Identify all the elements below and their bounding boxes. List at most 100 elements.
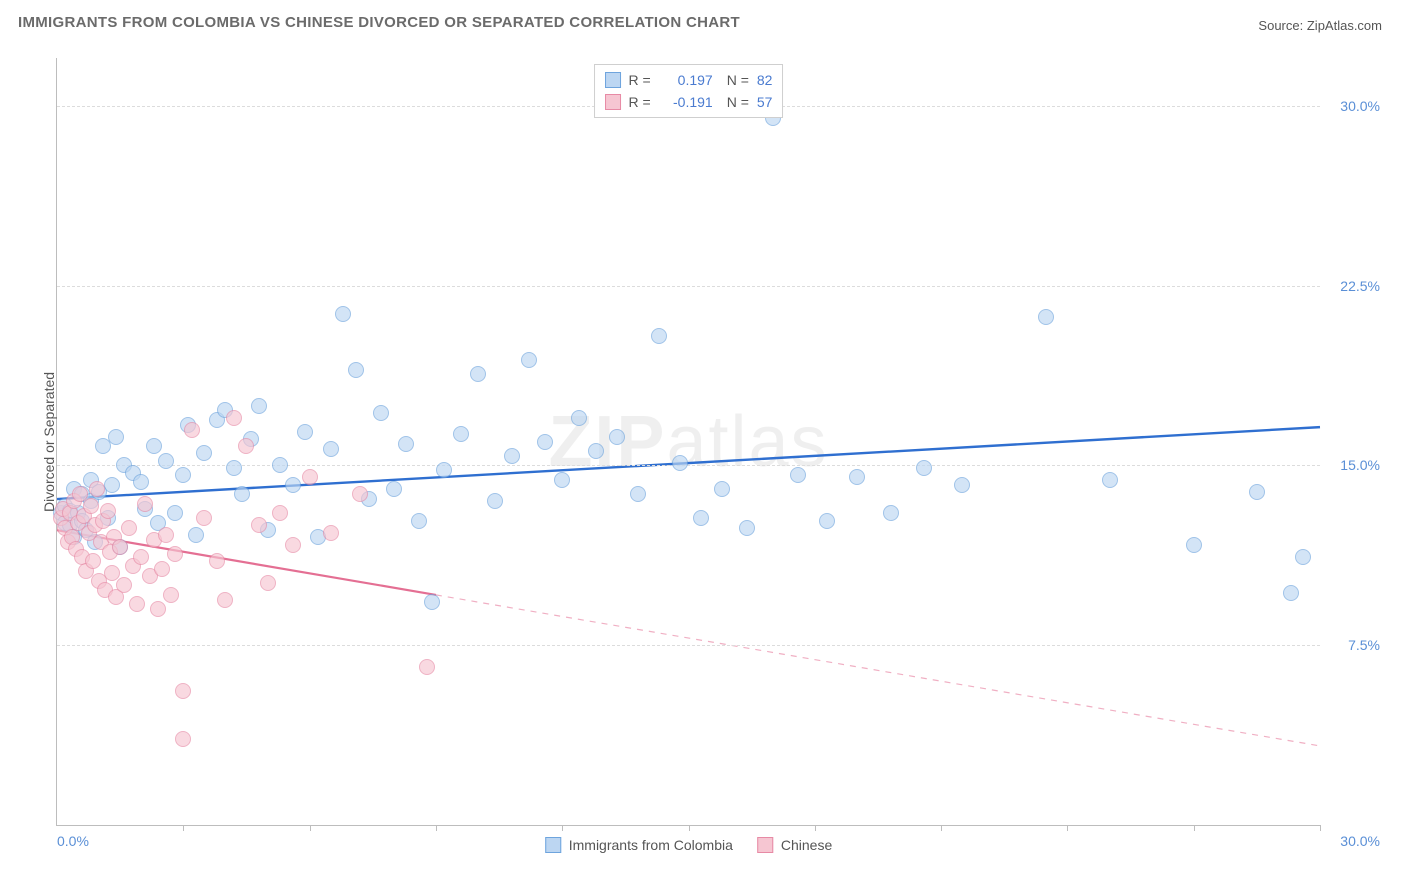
x-tick-mark [310,825,311,831]
scatter-point-colombia [630,486,646,502]
scatter-point-colombia [916,460,932,476]
scatter-point-chinese [238,438,254,454]
source-link[interactable]: ZipAtlas.com [1307,18,1382,33]
x-tick-mark [1194,825,1195,831]
plot-area: ZIPatlas Divorced or Separated R = 0.197… [56,58,1320,826]
scatter-point-chinese [154,561,170,577]
x-axis-max-label: 30.0% [1326,833,1380,849]
legend-label-colombia: Immigrants from Colombia [569,837,733,853]
scatter-point-chinese [89,481,105,497]
scatter-point-colombia [167,505,183,521]
y-axis-label: Divorced or Separated [41,371,57,511]
scatter-point-colombia [1186,537,1202,553]
scatter-point-colombia [554,472,570,488]
scatter-point-colombia [285,477,301,493]
scatter-point-colombia [883,505,899,521]
scatter-point-chinese [226,410,242,426]
scatter-point-colombia [436,462,452,478]
legend-series: Immigrants from Colombia Chinese [545,837,833,853]
scatter-point-chinese [121,520,137,536]
scatter-point-colombia [335,306,351,322]
scatter-point-colombia [588,443,604,459]
scatter-point-colombia [1283,585,1299,601]
scatter-point-colombia [386,481,402,497]
legend-swatch-chinese [605,94,621,110]
scatter-point-chinese [175,683,191,699]
scatter-point-colombia [537,434,553,450]
scatter-point-colombia [196,445,212,461]
legend-n-value-chinese: 57 [757,91,773,113]
scatter-point-colombia [146,438,162,454]
scatter-point-colombia [234,486,250,502]
x-tick-mark [183,825,184,831]
legend-item-chinese: Chinese [757,837,832,853]
scatter-point-colombia [849,469,865,485]
scatter-point-colombia [571,410,587,426]
legend-r-value-colombia: 0.197 [659,69,713,91]
legend-n-label: N = [727,91,749,113]
scatter-point-colombia [470,366,486,382]
scatter-point-chinese [285,537,301,553]
legend-correlation-box: R = 0.197 N = 82 R = -0.191 N = 57 [594,64,784,118]
x-tick-mark [815,825,816,831]
scatter-point-colombia [1102,472,1118,488]
source-attribution: Source: ZipAtlas.com [1258,18,1382,33]
scatter-point-chinese [217,592,233,608]
scatter-point-colombia [188,527,204,543]
x-tick-mark [436,825,437,831]
scatter-point-colombia [411,513,427,529]
scatter-point-colombia [1038,309,1054,325]
scatter-point-chinese [163,587,179,603]
scatter-point-chinese [158,527,174,543]
legend-n-value-colombia: 82 [757,69,773,91]
scatter-point-colombia [175,467,191,483]
scatter-point-chinese [116,577,132,593]
scatter-point-colombia [609,429,625,445]
scatter-point-chinese [352,486,368,502]
x-tick-mark [562,825,563,831]
legend-swatch-colombia [605,72,621,88]
x-axis-min-label: 0.0% [57,833,89,849]
scatter-point-colombia [819,513,835,529]
scatter-point-chinese [100,503,116,519]
scatter-point-colombia [1249,484,1265,500]
scatter-point-colombia [739,520,755,536]
y-tick-label: 22.5% [1326,278,1380,294]
scatter-point-colombia [297,424,313,440]
source-label: Source: [1258,18,1303,33]
scatter-point-chinese [133,549,149,565]
scatter-point-colombia [104,477,120,493]
y-tick-label: 7.5% [1326,637,1380,653]
x-tick-mark [1067,825,1068,831]
scatter-point-colombia [487,493,503,509]
scatter-point-colombia [323,441,339,457]
scatter-point-chinese [129,596,145,612]
scatter-point-colombia [651,328,667,344]
legend-row-chinese: R = -0.191 N = 57 [605,91,773,113]
scatter-point-chinese [209,553,225,569]
scatter-point-chinese [196,510,212,526]
legend-n-label: N = [727,69,749,91]
scatter-point-chinese [272,505,288,521]
trendline-extrapolated-chinese [436,595,1320,746]
chart-container: ZIPatlas Divorced or Separated R = 0.197… [18,48,1388,874]
scatter-point-colombia [398,436,414,452]
scatter-point-colombia [672,455,688,471]
scatter-point-chinese [112,539,128,555]
scatter-point-chinese [419,659,435,675]
scatter-point-chinese [104,565,120,581]
y-tick-label: 30.0% [1326,98,1380,114]
x-tick-mark [941,825,942,831]
scatter-point-colombia [272,457,288,473]
scatter-point-colombia [790,467,806,483]
legend-r-label: R = [629,69,651,91]
scatter-point-colombia [158,453,174,469]
scatter-point-colombia [693,510,709,526]
scatter-point-chinese [150,601,166,617]
scatter-point-colombia [226,460,242,476]
scatter-point-colombia [424,594,440,610]
scatter-point-chinese [302,469,318,485]
scatter-point-colombia [714,481,730,497]
legend-row-colombia: R = 0.197 N = 82 [605,69,773,91]
scatter-point-colombia [108,429,124,445]
